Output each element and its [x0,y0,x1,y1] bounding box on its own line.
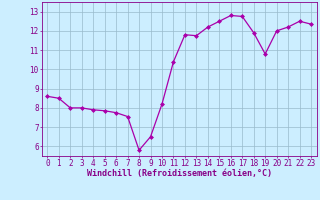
X-axis label: Windchill (Refroidissement éolien,°C): Windchill (Refroidissement éolien,°C) [87,169,272,178]
